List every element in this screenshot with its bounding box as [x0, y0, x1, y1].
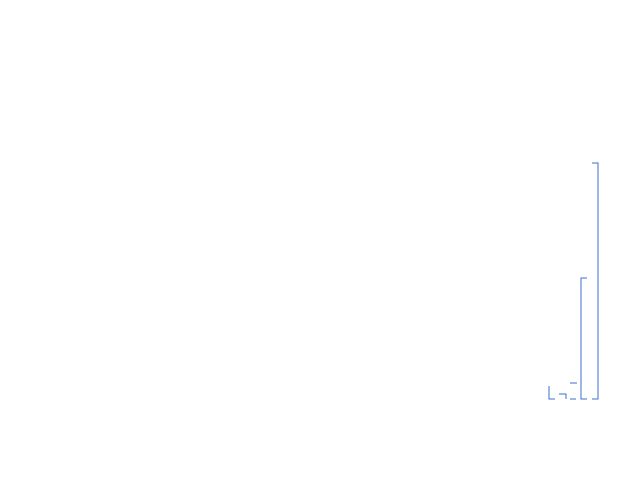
bracket-left [548, 386, 555, 400]
bracket-medium [580, 277, 587, 400]
bracket-tall [592, 162, 599, 400]
bracket-tiny [559, 393, 567, 399]
